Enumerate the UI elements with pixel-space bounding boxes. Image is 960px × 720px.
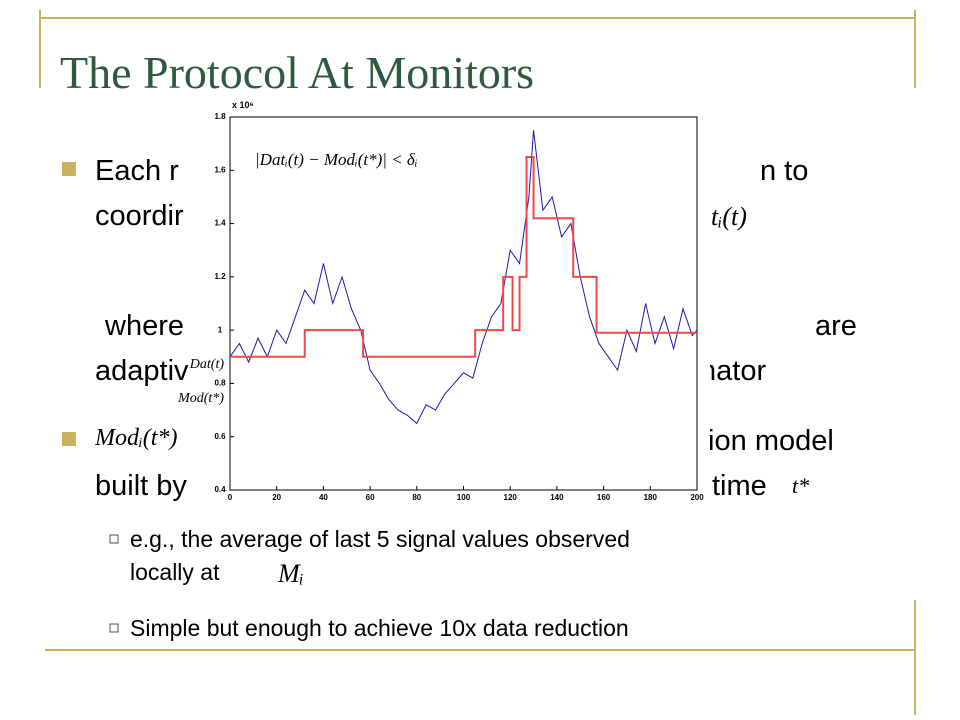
bullet	[62, 162, 76, 176]
y-tick-label: 0.4	[214, 485, 226, 494]
y-tick-label: 1.2	[214, 272, 226, 281]
sub-bullet-text: e.g., the average of last 5 signal value…	[130, 526, 630, 552]
bullet-text: where	[104, 310, 184, 342]
math: t*	[792, 473, 809, 498]
bullet-text: Each r	[95, 155, 179, 187]
math: Mᵢ	[277, 559, 304, 588]
exponent-label: x 10⁶	[232, 100, 254, 110]
series-label: Dat(t)	[189, 357, 225, 372]
sub-bullet	[109, 534, 119, 544]
sub-bullet-text: Simple but enough to achieve 10x data re…	[130, 615, 629, 641]
x-tick-label: 120	[504, 493, 518, 502]
sub-bullet-text: locally at	[130, 559, 220, 585]
x-tick-label: 80	[412, 493, 421, 502]
y-tick-label: 1	[218, 325, 223, 334]
bullet	[62, 432, 76, 446]
series-line	[230, 155, 697, 358]
math: Modᵢ(t*)	[94, 425, 177, 451]
x-tick-label: 100	[457, 493, 471, 502]
slide-frame	[39, 10, 916, 715]
bullet-text: are	[815, 310, 857, 342]
y-tick-label: 0.8	[214, 379, 226, 388]
x-tick-label: 20	[272, 493, 281, 502]
y-tick-label: 1.8	[214, 112, 226, 121]
bullet-text: time	[712, 470, 767, 502]
x-tick-label: 60	[366, 493, 375, 502]
series-label: Mod(t*)	[177, 391, 224, 406]
x-tick-label: 180	[644, 493, 658, 502]
sub-bullet	[109, 623, 119, 633]
x-tick-label: 140	[550, 493, 564, 502]
bullet-text: built by	[95, 470, 187, 502]
y-tick-label: 0.6	[214, 432, 226, 441]
annotation: |Datᵢ(t) − Modᵢ(t*)| < δᵢ	[255, 150, 418, 169]
bullet-text: coordir	[95, 200, 184, 232]
bullet-text: tion model	[700, 425, 834, 457]
bullet-text: adaptiv	[95, 355, 189, 387]
series-line	[229, 130, 698, 425]
plot-area	[229, 116, 698, 491]
slide-title: The Protocol At Monitors	[60, 47, 534, 98]
x-tick-label: 40	[319, 493, 328, 502]
y-tick-label: 1.6	[214, 165, 226, 174]
bullet-text: nator	[700, 355, 766, 387]
x-tick-label: 160	[597, 493, 611, 502]
x-tick-label: 0	[228, 493, 233, 502]
y-tick-label: 1.4	[214, 219, 226, 228]
chart: x 10⁶ |Datᵢ(t) − Modᵢ(t*)| < δᵢ 0.4 0.6 0.…	[177, 98, 710, 503]
x-tick-label: 200	[690, 493, 704, 502]
bullet-text: n to	[760, 155, 808, 187]
